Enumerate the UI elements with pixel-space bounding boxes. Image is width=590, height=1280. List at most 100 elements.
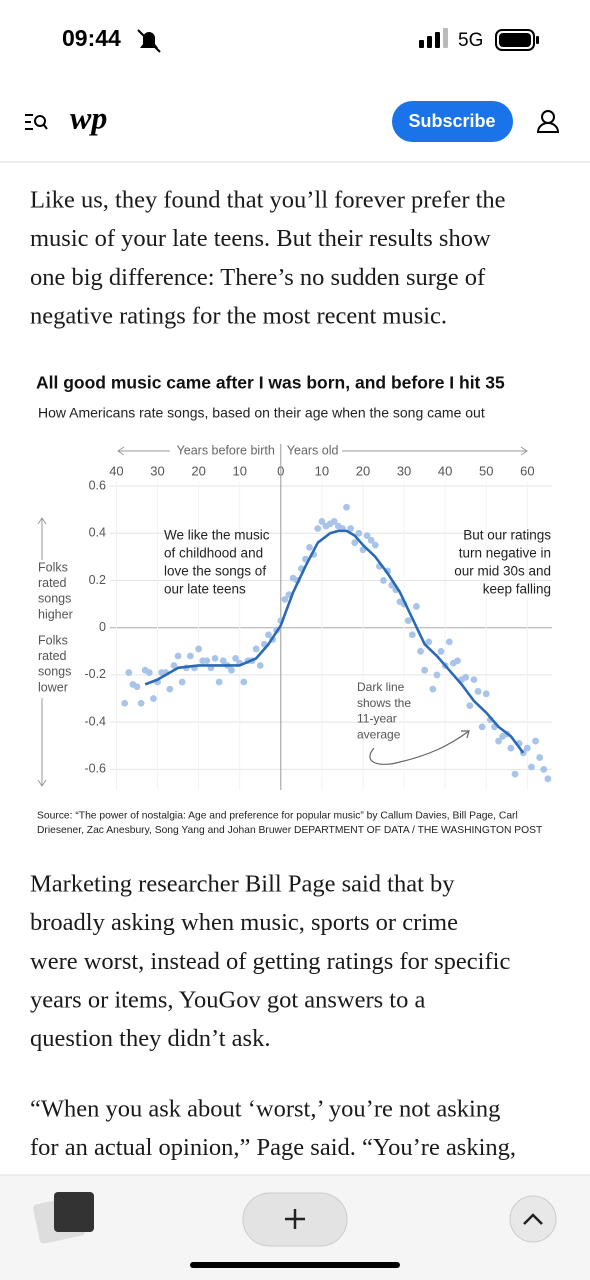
annotation: our late teens	[164, 582, 246, 597]
x-tick-label: 20	[356, 463, 370, 478]
mute-icon	[137, 29, 161, 53]
source-line: Source: “The power of nostalgia: Age and…	[37, 811, 518, 822]
y-tick-label: 0.6	[89, 478, 106, 492]
x-tick-label: 30	[150, 463, 164, 478]
arrow	[117, 446, 170, 456]
home-indicator	[190, 1262, 400, 1268]
data-point	[330, 518, 338, 525]
data-point	[544, 775, 552, 783]
data-point	[363, 532, 371, 539]
annotation: But our ratings	[463, 528, 551, 543]
paragraph-line: one big difference: There’s no sudden su…	[30, 264, 486, 291]
data-point	[511, 770, 519, 778]
annotation: turn negative in	[459, 546, 551, 561]
data-point	[507, 744, 515, 752]
data-point	[306, 544, 313, 551]
menu-search-icon[interactable]	[25, 114, 48, 130]
data-point	[425, 638, 433, 646]
x-tick-label: 10	[315, 463, 329, 478]
data-point	[523, 744, 531, 752]
chart-subtitle: How Americans rate songs, based on their…	[38, 405, 485, 421]
data-point	[380, 577, 387, 584]
logo[interactable]: wp	[70, 99, 107, 135]
data-point	[133, 683, 141, 691]
data-point	[145, 669, 153, 676]
data-point	[252, 645, 260, 653]
y-tick-label: 0.2	[89, 573, 106, 587]
data-point	[413, 603, 420, 610]
annotation: our mid 30s and	[454, 564, 551, 579]
annotation: 11-year	[357, 712, 397, 726]
data-point	[462, 673, 470, 681]
y-tick-label: -0.4	[84, 714, 106, 728]
y-tick-label: 0.4	[89, 526, 106, 540]
data-point	[314, 525, 322, 532]
paragraph-line: were worst, instead of getting ratings f…	[30, 948, 510, 975]
data-point	[318, 518, 326, 525]
data-point	[454, 657, 461, 665]
y-tick-label: -0.6	[84, 762, 106, 776]
data-point	[445, 638, 453, 646]
chevron-icon[interactable]	[523, 1213, 543, 1225]
paragraph-line: “When you ask about ‘worst,’ you’re not …	[30, 1096, 500, 1123]
data-point	[367, 536, 375, 544]
arrow	[37, 698, 47, 787]
subscribe-label[interactable]: Subscribe	[408, 111, 495, 131]
data-point	[203, 657, 211, 665]
signal-icon	[419, 28, 448, 48]
annotation: We like the music	[164, 528, 270, 543]
expand-button[interactable]	[509, 1195, 557, 1243]
annotation: keep falling	[483, 582, 551, 597]
x-tick-label: 40	[109, 463, 123, 478]
account-icon[interactable]	[536, 110, 560, 133]
data-point	[437, 647, 445, 655]
data-point	[417, 647, 424, 655]
data-point	[281, 595, 289, 603]
data-point	[536, 754, 544, 761]
data-point	[240, 678, 248, 686]
x-tick-label: 60	[520, 463, 534, 478]
subscribe-button[interactable]	[392, 101, 513, 142]
data-point	[351, 539, 359, 547]
data-point	[211, 654, 219, 662]
data-point	[232, 654, 240, 662]
annotation: shows the	[357, 696, 411, 710]
data-point	[482, 690, 490, 698]
annotation: average	[357, 727, 401, 741]
y-axis-label: songs	[38, 665, 71, 679]
plus-icon[interactable]	[285, 1209, 305, 1229]
data-point	[195, 645, 203, 653]
arrow	[37, 517, 47, 560]
data-point	[478, 723, 486, 731]
data-point	[256, 662, 264, 669]
data-point	[174, 652, 182, 660]
paragraph-line: broadly asking when music, sports or cri…	[30, 909, 458, 936]
y-axis-label: rated	[38, 649, 67, 663]
data-point	[466, 702, 474, 710]
data-point	[178, 678, 186, 686]
data-point	[166, 685, 174, 693]
data-point	[474, 688, 482, 695]
status-time: 09:44	[62, 25, 121, 51]
annotation: love the songs of	[164, 564, 266, 579]
source-line: Driesener, Zac Anesbury, Song Yang and J…	[37, 825, 543, 836]
data-point	[404, 617, 412, 625]
data-point	[433, 671, 441, 679]
data-point	[228, 666, 235, 674]
paragraph-line: years or items, YouGov got answers to a	[30, 986, 425, 1013]
tabs-icon[interactable]	[32, 1192, 94, 1244]
y-tick-label: -0.2	[84, 667, 106, 681]
x-tick-label: 50	[479, 463, 493, 478]
network-label: 5G	[458, 30, 483, 51]
x-tick-label: 30	[397, 463, 411, 478]
paragraph-line: negative ratings for the most recent mus…	[30, 302, 447, 329]
x-tick-label: 40	[438, 463, 452, 478]
data-point	[215, 678, 223, 686]
paragraph-line: for an actual opinion,” Page said. “You’…	[30, 1134, 516, 1161]
data-point	[371, 541, 379, 549]
data-point	[355, 529, 363, 537]
data-point	[150, 695, 157, 702]
data-point	[125, 669, 133, 676]
y-axis-label: rated	[38, 576, 67, 590]
